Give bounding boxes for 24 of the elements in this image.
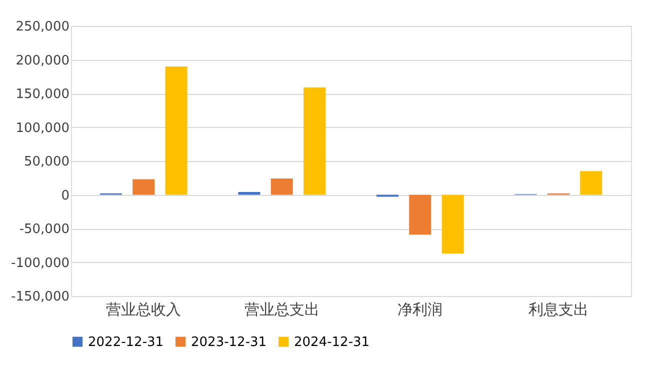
x-tick-label: 营业总支出 (244, 300, 320, 318)
y-tick-label: 200,000 (16, 53, 70, 68)
y-tick-label: -150,000 (11, 290, 70, 304)
x-tick-label: 利息支出 (528, 300, 588, 318)
bar (442, 194, 464, 254)
bar (304, 87, 326, 195)
legend-label: 2022-12-31 (88, 334, 164, 350)
y-tick-label: 50,000 (24, 154, 70, 170)
x-tick-label: 净利润 (398, 300, 443, 318)
x-tick-label: 营业总收入 (106, 300, 182, 318)
bar (165, 66, 188, 195)
y-tick-label: -50,000 (19, 222, 70, 237)
y-tick-label: 0 (61, 188, 70, 204)
legend-label: 2023-12-31 (191, 334, 267, 350)
y-tick-label: 100,000 (16, 120, 70, 136)
bar (409, 194, 432, 235)
legend-label: 2024-12-31 (294, 334, 370, 350)
y-tick-label: 150,000 (16, 87, 70, 102)
bar (238, 192, 260, 195)
bar (580, 171, 602, 195)
bar (132, 179, 155, 195)
y-tick-label: -100,000 (11, 256, 70, 271)
y-tick-label: 250,000 (16, 20, 70, 34)
bar (270, 178, 293, 195)
